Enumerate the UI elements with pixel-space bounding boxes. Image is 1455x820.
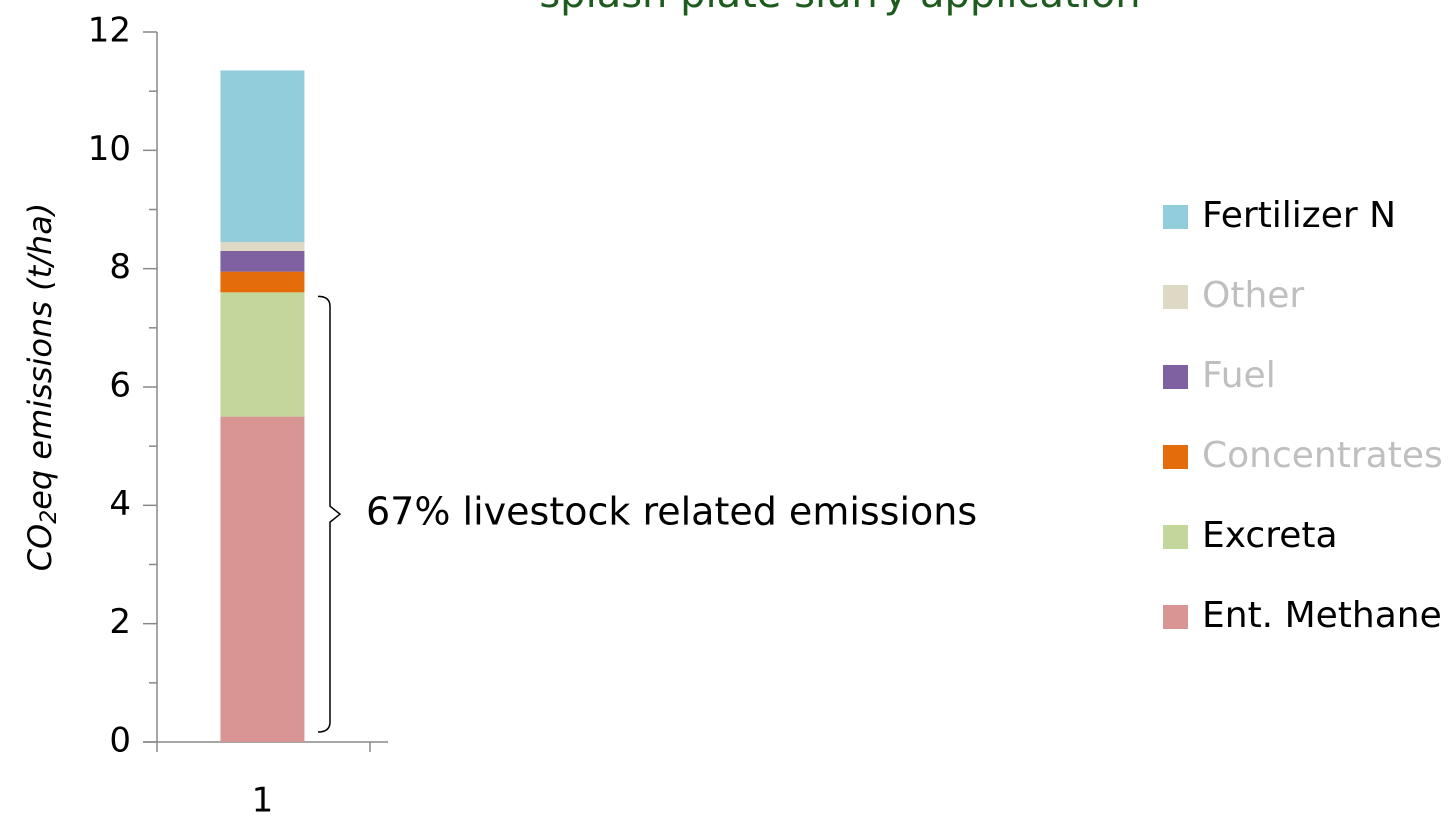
y-tick-label: 8 [109,247,131,287]
bar-segment [220,416,305,742]
legend-swatch [1163,525,1188,549]
bar-segment [220,242,305,251]
legend-label: Fuel [1202,355,1276,396]
legend-label: Excreta [1202,515,1338,556]
legend-label: Concentrates [1202,435,1443,476]
y-tick-label: 2 [109,602,131,642]
bar-segment [220,70,305,243]
y-label-part: CO [21,524,59,572]
legend-swatch [1163,285,1188,309]
y-label-part: 2 [37,510,62,524]
y-tick-label: 0 [109,721,131,761]
y-axis-label: CO2eq emissions (t/ha) [21,203,62,572]
legend-label: Other [1202,275,1304,316]
annotation: 67% livestock related emissions [366,490,977,534]
legend-label: Ent. Methane [1202,595,1442,636]
legend-swatch [1163,365,1188,389]
bar-segment [220,271,305,293]
y-tick-label: 10 [88,129,131,169]
legend-label: Fertilizer N [1202,195,1396,236]
y-label-part: eq emissions (t/ha) [21,203,59,510]
legend-swatch [1163,445,1188,469]
x-tick-label: 1 [252,781,274,820]
y-tick-label: 6 [109,366,131,406]
chart-title: splash plate slurry application [539,0,1140,17]
legend-swatch [1163,205,1188,229]
bar-segment [220,250,305,272]
annotation-bracket [317,295,342,733]
y-tick-label: 4 [109,484,131,524]
bar-segment [220,292,305,417]
y-tick-label: 12 [88,11,131,51]
legend-swatch [1163,605,1188,629]
